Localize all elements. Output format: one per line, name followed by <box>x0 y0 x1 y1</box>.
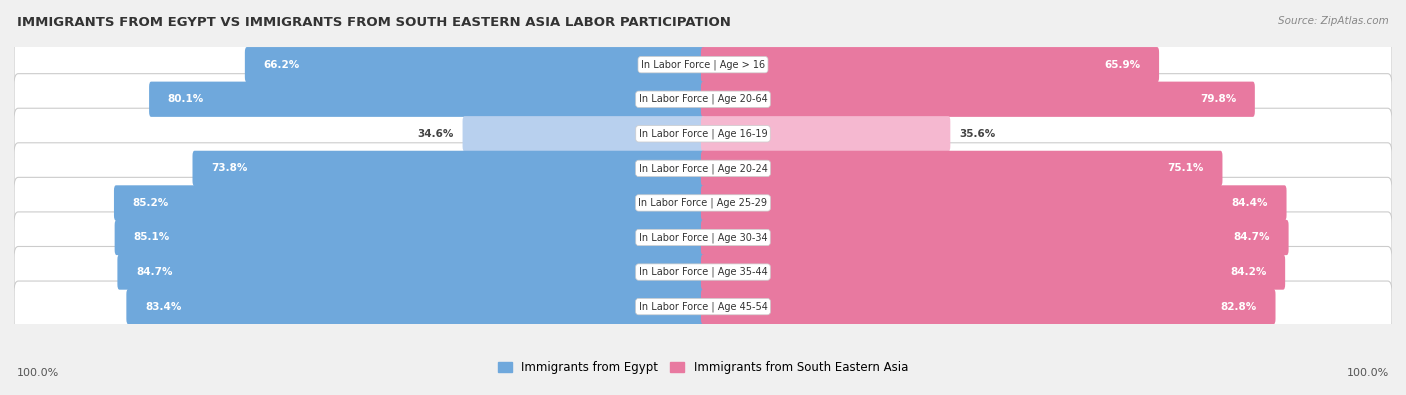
Text: 100.0%: 100.0% <box>17 368 59 378</box>
FancyBboxPatch shape <box>14 39 1392 90</box>
Text: In Labor Force | Age 20-24: In Labor Force | Age 20-24 <box>638 163 768 174</box>
Text: 80.1%: 80.1% <box>167 94 204 104</box>
Text: 35.6%: 35.6% <box>959 129 995 139</box>
FancyBboxPatch shape <box>14 108 1392 159</box>
Text: 65.9%: 65.9% <box>1104 60 1140 70</box>
FancyBboxPatch shape <box>702 185 1286 220</box>
FancyBboxPatch shape <box>702 151 1222 186</box>
FancyBboxPatch shape <box>702 254 1285 290</box>
FancyBboxPatch shape <box>115 220 704 255</box>
FancyBboxPatch shape <box>118 254 704 290</box>
Text: 79.8%: 79.8% <box>1199 94 1236 104</box>
FancyBboxPatch shape <box>14 177 1392 228</box>
Text: In Labor Force | Age 16-19: In Labor Force | Age 16-19 <box>638 128 768 139</box>
Legend: Immigrants from Egypt, Immigrants from South Eastern Asia: Immigrants from Egypt, Immigrants from S… <box>494 356 912 379</box>
FancyBboxPatch shape <box>702 82 1254 117</box>
FancyBboxPatch shape <box>149 82 704 117</box>
FancyBboxPatch shape <box>702 289 1275 324</box>
FancyBboxPatch shape <box>14 73 1392 125</box>
Text: IMMIGRANTS FROM EGYPT VS IMMIGRANTS FROM SOUTH EASTERN ASIA LABOR PARTICIPATION: IMMIGRANTS FROM EGYPT VS IMMIGRANTS FROM… <box>17 16 731 29</box>
Text: 84.7%: 84.7% <box>1233 233 1270 243</box>
FancyBboxPatch shape <box>14 143 1392 194</box>
Text: In Labor Force | Age 25-29: In Labor Force | Age 25-29 <box>638 198 768 208</box>
Text: 82.8%: 82.8% <box>1220 302 1257 312</box>
Text: 83.4%: 83.4% <box>145 302 181 312</box>
Text: In Labor Force | Age 45-54: In Labor Force | Age 45-54 <box>638 301 768 312</box>
Text: 100.0%: 100.0% <box>1347 368 1389 378</box>
Text: In Labor Force | Age > 16: In Labor Force | Age > 16 <box>641 59 765 70</box>
FancyBboxPatch shape <box>463 116 704 151</box>
FancyBboxPatch shape <box>14 212 1392 263</box>
FancyBboxPatch shape <box>702 47 1159 82</box>
Text: 73.8%: 73.8% <box>211 164 247 173</box>
FancyBboxPatch shape <box>14 246 1392 298</box>
FancyBboxPatch shape <box>193 151 704 186</box>
FancyBboxPatch shape <box>702 220 1289 255</box>
Text: In Labor Force | Age 20-64: In Labor Force | Age 20-64 <box>638 94 768 105</box>
FancyBboxPatch shape <box>114 185 704 220</box>
FancyBboxPatch shape <box>14 281 1392 332</box>
Text: 84.4%: 84.4% <box>1232 198 1268 208</box>
FancyBboxPatch shape <box>702 116 950 151</box>
Text: In Labor Force | Age 30-34: In Labor Force | Age 30-34 <box>638 232 768 243</box>
Text: 34.6%: 34.6% <box>418 129 454 139</box>
Text: 84.7%: 84.7% <box>136 267 173 277</box>
FancyBboxPatch shape <box>127 289 704 324</box>
Text: Source: ZipAtlas.com: Source: ZipAtlas.com <box>1278 16 1389 26</box>
Text: 85.1%: 85.1% <box>134 233 170 243</box>
FancyBboxPatch shape <box>245 47 704 82</box>
Text: 66.2%: 66.2% <box>263 60 299 70</box>
Text: In Labor Force | Age 35-44: In Labor Force | Age 35-44 <box>638 267 768 277</box>
Text: 85.2%: 85.2% <box>132 198 169 208</box>
Text: 84.2%: 84.2% <box>1230 267 1267 277</box>
Text: 75.1%: 75.1% <box>1167 164 1204 173</box>
